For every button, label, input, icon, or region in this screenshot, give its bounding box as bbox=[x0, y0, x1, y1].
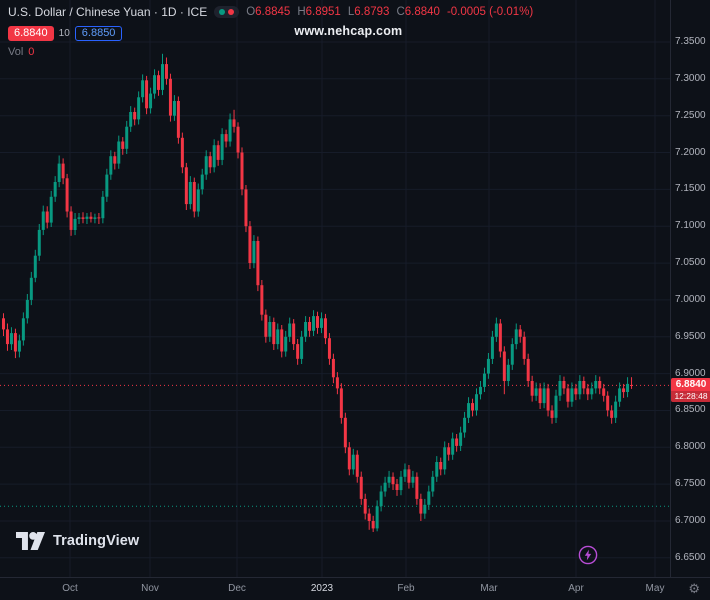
current-price-label: 6.8840 12:28:48 bbox=[671, 378, 710, 403]
open-value: 6.8845 bbox=[255, 6, 291, 18]
price-tick-label: 7.3000 bbox=[675, 72, 706, 84]
price-tick-label: 6.9000 bbox=[675, 367, 706, 379]
chart-legend: U.S. Dollar / Chinese Yuan · 1D · ICE O6… bbox=[8, 4, 533, 58]
candlestick-chart[interactable] bbox=[0, 0, 670, 577]
sell-price-button[interactable]: 6.8840 bbox=[8, 26, 54, 41]
price-tick-label: 6.9500 bbox=[675, 330, 706, 342]
high-label: H bbox=[297, 6, 306, 18]
price-change: -0.0005 (-0.01%) bbox=[446, 6, 534, 18]
close-value: 6.8840 bbox=[404, 6, 440, 18]
time-tick-label: Dec bbox=[228, 583, 246, 594]
low-label: L bbox=[347, 6, 355, 18]
price-tick-label: 6.8500 bbox=[675, 404, 706, 416]
time-tick-label: 2023 bbox=[310, 583, 334, 594]
price-tick-label: 7.2500 bbox=[675, 109, 706, 121]
time-tick-label: May bbox=[645, 583, 665, 594]
current-price-value: 6.8840 bbox=[675, 379, 707, 391]
price-tick-label: 7.1500 bbox=[675, 183, 706, 195]
symbol-title[interactable]: U.S. Dollar / Chinese Yuan · 1D · ICE bbox=[8, 5, 208, 19]
price-tick-label: 7.2000 bbox=[675, 146, 706, 158]
time-tick-label: Feb bbox=[397, 583, 415, 594]
instant-trading-button[interactable] bbox=[578, 545, 598, 565]
open-label: O bbox=[246, 6, 256, 18]
time-tick-label: Mar bbox=[480, 583, 498, 594]
price-tick-label: 6.7000 bbox=[675, 514, 706, 526]
close-label: C bbox=[396, 6, 405, 18]
tradingview-logo-icon bbox=[16, 531, 45, 551]
chart-pane[interactable]: www.nehcap.com U.S. Dollar / Chinese Yua… bbox=[0, 0, 670, 577]
down-color-dot-icon bbox=[228, 9, 235, 15]
tradingview-logo[interactable]: TradingView bbox=[16, 531, 139, 551]
volume-label[interactable]: Vol bbox=[8, 46, 24, 58]
time-tick-label: Nov bbox=[141, 583, 159, 594]
series-visibility-toggle[interactable] bbox=[214, 6, 240, 18]
watermark: www.nehcap.com bbox=[294, 24, 403, 38]
lightning-bolt-icon bbox=[584, 549, 592, 561]
price-tick-label: 6.8000 bbox=[675, 441, 706, 453]
ohlc-values: O6.8845 H6.8951 L6.8793 C6.8840 bbox=[246, 6, 440, 18]
spread-value: 10 bbox=[58, 28, 70, 39]
price-tick-label: 7.0000 bbox=[675, 293, 706, 305]
low-value: 6.8793 bbox=[354, 6, 390, 18]
high-value: 6.8951 bbox=[305, 6, 341, 18]
price-axis[interactable]: 6.8840 12:28:48 7.3500 7.3000 7.2500 7.2000… bbox=[670, 0, 710, 577]
price-tick-label: 6.7500 bbox=[675, 478, 706, 490]
up-color-dot-icon bbox=[219, 9, 226, 15]
price-tick-label: 7.3500 bbox=[675, 36, 706, 47]
buy-price-button[interactable]: 6.8850 bbox=[74, 26, 123, 41]
tradingview-logo-text: TradingView bbox=[53, 533, 140, 549]
gear-icon[interactable]: ⚙ bbox=[688, 581, 700, 596]
time-tick-label: Apr bbox=[568, 583, 584, 594]
price-tick-label: 7.0500 bbox=[675, 257, 706, 269]
time-axis[interactable]: ⚙ Oct Nov Dec 2023 Feb Mar Apr May bbox=[0, 577, 710, 600]
time-tick-label: Oct bbox=[62, 583, 78, 594]
volume-value: 0 bbox=[28, 46, 35, 58]
bar-countdown: 12:28:48 bbox=[671, 391, 710, 403]
price-tick-label: 7.1000 bbox=[675, 220, 706, 232]
price-tick-label: 6.6500 bbox=[675, 551, 706, 563]
bolt-circle-icon bbox=[578, 545, 598, 565]
